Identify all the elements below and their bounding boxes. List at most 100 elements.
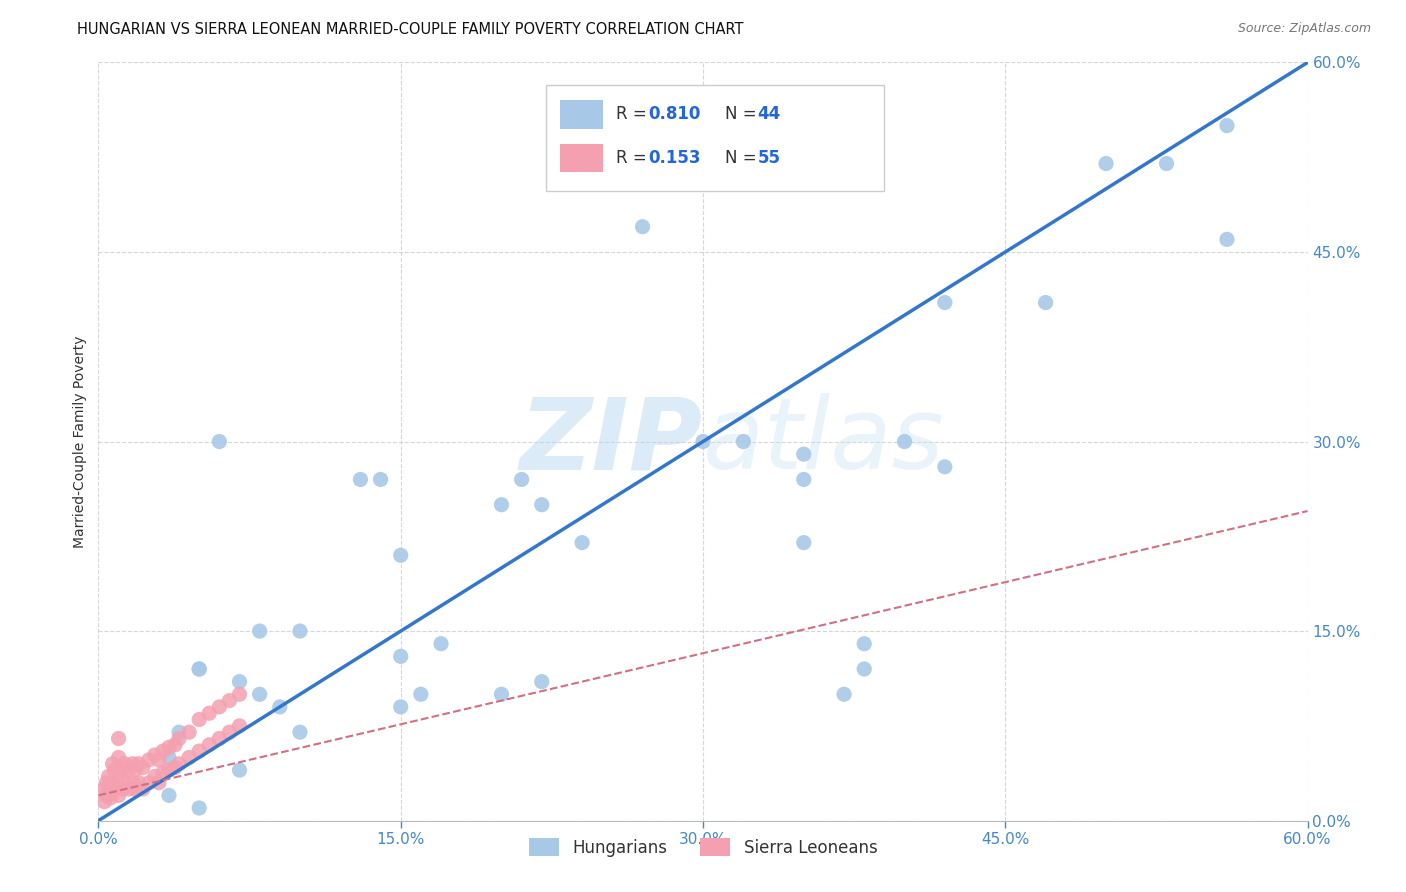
Point <box>349 473 371 487</box>
Point <box>103 782 125 797</box>
Point <box>832 687 855 701</box>
Point <box>97 789 120 803</box>
Point <box>179 725 201 739</box>
Text: 0.810: 0.810 <box>648 105 702 123</box>
Point <box>198 706 221 721</box>
Point <box>853 662 876 676</box>
FancyBboxPatch shape <box>561 101 603 129</box>
Point <box>138 753 160 767</box>
Point <box>167 725 190 739</box>
Point <box>1216 119 1239 133</box>
Point <box>128 756 150 771</box>
Point <box>132 782 155 797</box>
Point <box>1156 156 1178 170</box>
Point <box>571 535 593 549</box>
Point <box>152 744 174 758</box>
Point <box>198 738 221 752</box>
FancyBboxPatch shape <box>561 144 603 172</box>
Point <box>167 756 190 771</box>
Point <box>228 763 250 777</box>
Point <box>148 753 170 767</box>
Point <box>389 548 412 563</box>
Point <box>157 750 180 764</box>
Point <box>188 744 211 758</box>
Text: R =: R = <box>616 149 652 167</box>
Point <box>491 687 513 701</box>
Text: 55: 55 <box>758 149 780 167</box>
Point <box>138 776 160 790</box>
Point <box>208 731 231 746</box>
Point <box>288 624 311 639</box>
Text: N =: N = <box>724 149 762 167</box>
Point <box>853 637 876 651</box>
Point <box>143 769 166 783</box>
Point <box>218 725 240 739</box>
Point <box>114 776 136 790</box>
Point <box>148 776 170 790</box>
Point <box>530 498 553 512</box>
Text: Source: ZipAtlas.com: Source: ZipAtlas.com <box>1237 22 1371 36</box>
Point <box>111 782 134 797</box>
Point <box>118 782 141 797</box>
Point <box>1095 156 1118 170</box>
Point <box>208 434 231 449</box>
Point <box>101 776 124 790</box>
Point <box>793 473 815 487</box>
Text: 0.153: 0.153 <box>648 149 702 167</box>
Point <box>389 699 412 714</box>
Point <box>107 750 129 764</box>
Point <box>103 763 125 777</box>
Point <box>793 535 815 549</box>
Point <box>208 699 231 714</box>
Point <box>409 687 432 701</box>
Point <box>228 687 250 701</box>
Y-axis label: Married-Couple Family Poverty: Married-Couple Family Poverty <box>73 335 87 548</box>
Point <box>124 763 146 777</box>
Point <box>934 459 956 474</box>
Point <box>143 747 166 762</box>
Text: HUNGARIAN VS SIERRA LEONEAN MARRIED-COUPLE FAMILY POVERTY CORRELATION CHART: HUNGARIAN VS SIERRA LEONEAN MARRIED-COUP… <box>77 22 744 37</box>
Point <box>152 765 174 780</box>
Point <box>97 769 120 783</box>
Point <box>93 782 115 797</box>
Point <box>934 295 956 310</box>
Point <box>530 674 553 689</box>
Point <box>107 789 129 803</box>
Point <box>157 740 180 755</box>
Point <box>228 719 250 733</box>
Point <box>179 750 201 764</box>
Point <box>491 498 513 512</box>
Point <box>96 776 118 790</box>
Point <box>631 219 654 234</box>
Point <box>1035 295 1057 310</box>
Point <box>107 769 129 783</box>
FancyBboxPatch shape <box>546 85 884 191</box>
Point <box>249 624 271 639</box>
Legend: Hungarians, Sierra Leoneans: Hungarians, Sierra Leoneans <box>523 833 883 862</box>
Point <box>249 687 271 701</box>
Point <box>132 760 155 774</box>
Point <box>430 637 453 651</box>
Point <box>100 791 122 805</box>
Point <box>389 649 412 664</box>
Point <box>96 789 118 803</box>
Point <box>1216 232 1239 246</box>
Point <box>188 801 211 815</box>
Point <box>733 434 755 449</box>
Point <box>101 756 124 771</box>
Point <box>188 662 211 676</box>
Point <box>124 782 146 797</box>
Point <box>121 756 143 771</box>
Point <box>163 738 186 752</box>
Point <box>218 693 240 707</box>
Point <box>370 473 392 487</box>
Text: 44: 44 <box>758 105 780 123</box>
Point <box>510 473 533 487</box>
Point <box>269 699 291 714</box>
Text: atlas: atlas <box>703 393 945 490</box>
Point <box>163 760 186 774</box>
Point <box>107 731 129 746</box>
Point <box>692 434 714 449</box>
Point <box>188 662 211 676</box>
Point <box>157 789 180 803</box>
